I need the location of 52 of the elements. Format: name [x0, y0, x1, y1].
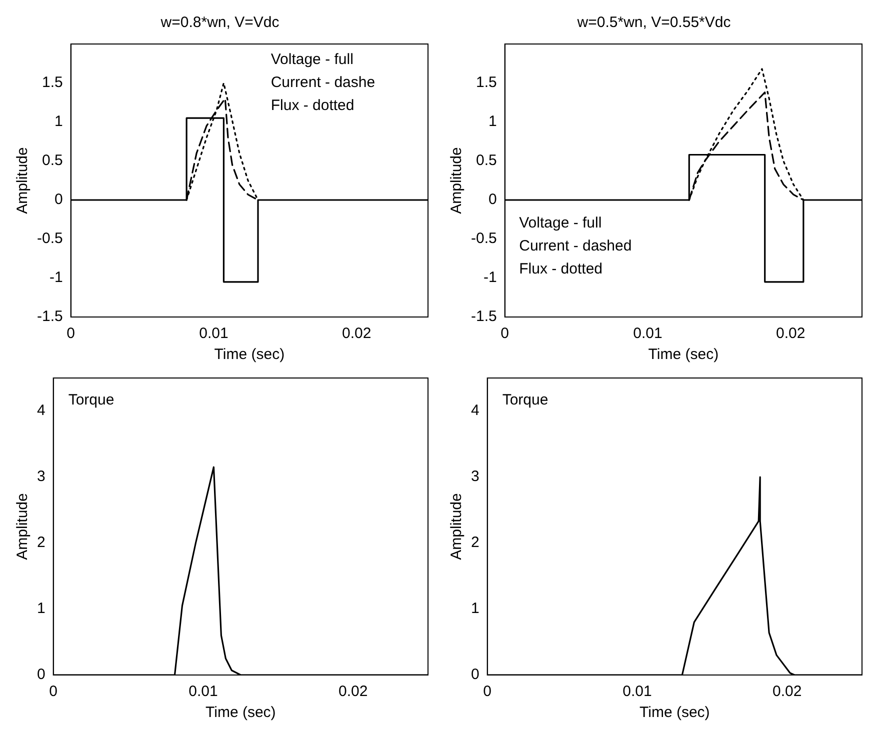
chart-title: w=0.5*wn, V=0.55*Vdc: [576, 14, 732, 32]
x-tick-label: 0.02: [776, 325, 806, 342]
x-axis-title: Time (sec): [648, 346, 719, 364]
y-tick-label: 1: [488, 113, 497, 130]
x-tick-label: 0.02: [342, 325, 372, 342]
y-tick-label: 3: [37, 468, 46, 486]
y-tick-label: 1.5: [42, 74, 63, 92]
x-axis-title: Time (sec): [206, 704, 276, 722]
annotation: Torque: [502, 391, 548, 408]
annotation: Current - dashed: [519, 238, 632, 255]
annotation: Flux - dotted: [519, 260, 603, 278]
x-tick-label: 0.01: [622, 683, 652, 700]
y-tick-label: -1: [484, 269, 497, 286]
chart-title: w=0.8*wn, V=Vdc: [160, 14, 280, 32]
y-tick-label: -1.5: [470, 308, 497, 326]
y-tick-label: -0.5: [470, 230, 497, 248]
y-tick-label: 2: [471, 534, 480, 552]
y-tick-label: 4: [471, 402, 480, 420]
x-tick-label: 0.01: [199, 325, 228, 342]
x-tick-label: 0.02: [772, 683, 802, 700]
x-tick-label: 0.02: [338, 683, 368, 700]
y-axis-title: Amplitude: [14, 147, 32, 214]
y-tick-label: 0: [37, 666, 46, 684]
y-tick-label: 0.5: [42, 152, 63, 170]
y-tick-label: -0.5: [36, 230, 63, 248]
annotation: Voltage - full: [270, 50, 354, 68]
y-tick-label: 1: [37, 600, 46, 618]
y-axis-title: Amplitude: [448, 147, 466, 214]
y-tick-label: 0: [471, 666, 480, 684]
y-tick-label: 2: [37, 534, 46, 552]
y-axis-title: Amplitude: [14, 493, 32, 560]
x-axis-title: Time (sec): [214, 346, 285, 364]
y-tick-label: 0: [54, 191, 63, 208]
x-tick-label: 0: [500, 325, 510, 342]
x-axis-title: Time (sec): [640, 704, 710, 722]
x-tick-label: 0.01: [188, 683, 218, 700]
y-tick-label: -1: [50, 269, 63, 286]
x-tick-label: 0.01: [633, 325, 662, 342]
y-tick-label: 1: [471, 600, 480, 618]
y-tick-label: 3: [471, 468, 480, 486]
y-tick-label: 0: [488, 191, 497, 208]
annotation: Current - dashe: [270, 74, 376, 91]
annotation: Voltage - full: [519, 214, 602, 232]
annotation: Torque: [68, 391, 114, 408]
annotation: Flux - dotted: [270, 96, 354, 114]
y-tick-label: 1.5: [476, 74, 497, 92]
y-tick-label: 4: [37, 402, 46, 420]
y-tick-label: 0.5: [476, 152, 497, 170]
y-tick-label: 1: [54, 113, 63, 130]
y-axis-title: Amplitude: [448, 493, 466, 560]
y-tick-label: -1.5: [36, 308, 63, 326]
x-tick-label: 0: [66, 325, 76, 342]
